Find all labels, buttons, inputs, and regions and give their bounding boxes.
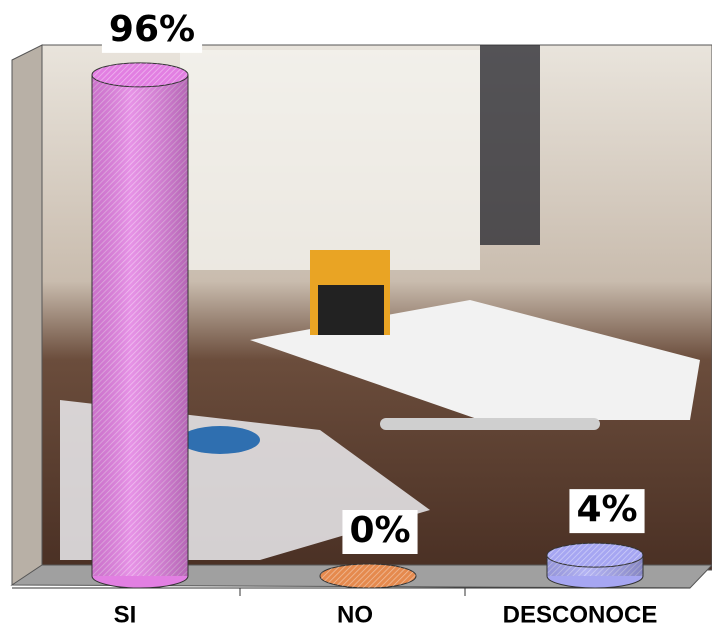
- photo-blue: [180, 426, 260, 454]
- x-tick-label: SI: [114, 601, 137, 628]
- value-label-box: [569, 489, 645, 534]
- value-label-box: [101, 8, 203, 53]
- cylinder-shade: [92, 74, 188, 576]
- value-label: 96%: [109, 9, 195, 50]
- cylinder-top-hatch: [320, 564, 416, 588]
- x-tick-label: NO: [337, 601, 373, 628]
- cylinder-outline: [546, 555, 644, 576]
- value-label-box: [342, 510, 418, 554]
- cylinder-top-hatch: [92, 62, 188, 87]
- photo-dark: [480, 45, 540, 245]
- cylinder-outline: [91, 74, 189, 576]
- x-tick-label: DESCONOCE: [503, 601, 658, 628]
- value-label: 4%: [576, 489, 637, 530]
- cylinder-top-hatch: [547, 543, 643, 568]
- value-label: 0%: [349, 510, 410, 551]
- side-wall: [11, 44, 43, 586]
- photo-pen: [380, 418, 600, 430]
- photo-shirt: [180, 50, 480, 270]
- photo-stamp: [318, 285, 384, 335]
